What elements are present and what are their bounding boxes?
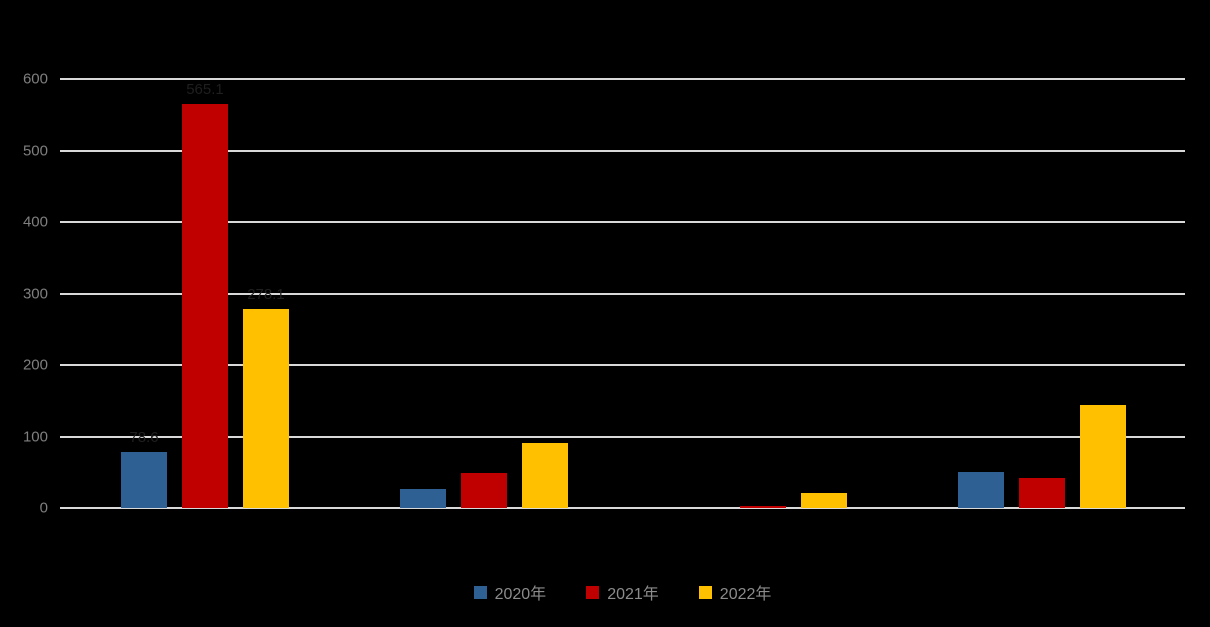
y-axis-tick-label-200: 200 <box>22 356 48 374</box>
gridline-500 <box>60 149 1185 152</box>
bar-2020年-group-4 <box>958 471 1004 508</box>
bar-2022年-group-2 <box>522 442 568 508</box>
y-axis-tick-label-300: 300 <box>22 285 48 302</box>
legend-swatch-2022年 <box>698 585 712 599</box>
bar-2021年-group-1 <box>182 104 228 508</box>
gridline-400 <box>60 221 1185 223</box>
legend-swatch-2020年 <box>473 585 487 599</box>
legend-label: 2022年 <box>719 586 772 603</box>
gridline-200 <box>60 364 1185 366</box>
legend-swatch-2021年 <box>586 585 600 599</box>
legend-label: 2021年 <box>607 586 659 603</box>
bar-2022年-group-3 <box>801 492 847 508</box>
legend-item-2021年: 2021年 <box>586 580 659 604</box>
gridline-100 <box>60 435 1185 438</box>
gridline-600 <box>60 78 1185 80</box>
legend-label: 2020年 <box>494 586 547 603</box>
y-axis-tick-label-500: 500 <box>22 142 48 159</box>
bar-2022年-group-4 <box>1080 405 1126 508</box>
y-axis-tick-label-0: 0 <box>39 499 48 517</box>
legend-item-2022年: 2022年 <box>698 580 772 604</box>
bar-2021年-group-4 <box>1019 477 1065 508</box>
bar-2022年-group-1 <box>243 309 289 508</box>
gridline-0 <box>60 507 1185 509</box>
legend-item-2020年: 2020年 <box>473 580 547 604</box>
bar-2020年-group-1 <box>121 452 167 508</box>
y-axis-tick-label-400: 400 <box>22 213 48 231</box>
gridline-300 <box>60 292 1185 295</box>
y-axis-tick-label-100: 100 <box>22 428 48 445</box>
data-label-2021年-group-1: 565.1 <box>186 81 224 99</box>
bar-2021年-group-3 <box>740 505 786 508</box>
bar-2021年-group-2 <box>461 472 507 508</box>
chart-legend: 2020年 2021年 2022年 <box>60 580 1185 604</box>
data-label-2022年-group-1: 278.1 <box>247 286 285 304</box>
bar-2020年-group-2 <box>400 488 446 508</box>
data-label-2020年-group-1: 78.6 <box>129 429 159 447</box>
y-axis-tick-label-600: 600 <box>22 70 48 88</box>
